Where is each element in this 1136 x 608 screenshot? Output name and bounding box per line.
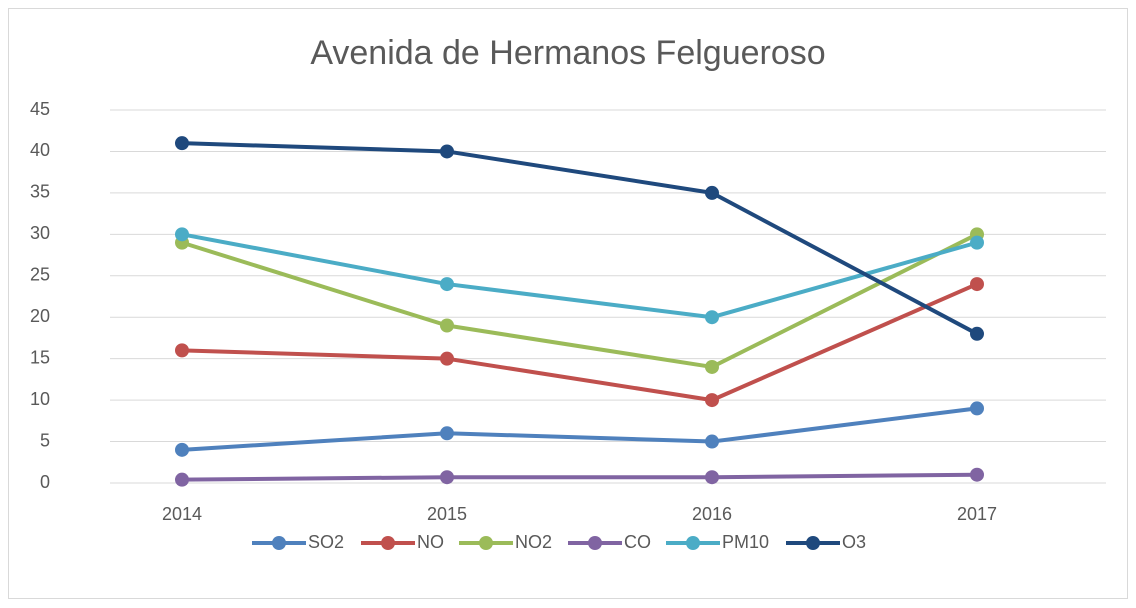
data-point xyxy=(440,318,454,333)
legend-marker xyxy=(479,536,493,550)
data-point xyxy=(175,343,189,358)
data-point xyxy=(175,227,189,242)
data-point xyxy=(970,467,984,482)
series-line xyxy=(181,472,978,482)
y-tick-label: 40 xyxy=(30,140,50,160)
legend-label: CO xyxy=(624,532,651,552)
legend-marker xyxy=(806,536,820,550)
data-point xyxy=(440,426,454,441)
data-point xyxy=(705,470,719,485)
y-tick-label: 35 xyxy=(30,182,50,202)
y-tick-label: 30 xyxy=(30,223,50,243)
series-line xyxy=(181,282,978,403)
series-line xyxy=(181,141,978,336)
data-point xyxy=(440,470,454,485)
series-line xyxy=(181,232,978,320)
x-tick-label: 2016 xyxy=(692,504,732,524)
x-tick-label: 2014 xyxy=(162,504,202,524)
chart-border xyxy=(8,8,1128,599)
y-tick-label: 25 xyxy=(30,265,50,285)
data-point xyxy=(705,310,719,325)
data-point xyxy=(705,393,719,408)
legend-label: PM10 xyxy=(722,532,769,552)
data-point xyxy=(440,351,454,366)
legend-label: O3 xyxy=(842,532,866,552)
x-tick-label: 2017 xyxy=(957,504,997,524)
data-point xyxy=(440,277,454,292)
legend-marker xyxy=(588,536,602,550)
series-line xyxy=(181,232,978,369)
legend-label: NO xyxy=(417,532,444,552)
y-tick-label: 45 xyxy=(30,99,50,119)
data-point xyxy=(970,401,984,416)
y-tick-label: 15 xyxy=(30,347,50,367)
legend-label: NO2 xyxy=(515,532,552,552)
legend-marker xyxy=(686,536,700,550)
data-point xyxy=(705,185,719,200)
data-point xyxy=(175,442,189,457)
x-tick-label: 2015 xyxy=(427,504,467,524)
data-point xyxy=(705,434,719,449)
series-line xyxy=(181,406,978,452)
legend-marker xyxy=(272,536,286,550)
y-tick-label: 20 xyxy=(30,306,50,326)
data-point xyxy=(705,359,719,374)
y-tick-label: 0 xyxy=(40,472,50,492)
y-tick-label: 10 xyxy=(30,389,50,409)
legend-marker xyxy=(381,536,395,550)
data-point xyxy=(440,144,454,159)
data-point xyxy=(175,472,189,487)
data-point xyxy=(970,277,984,292)
data-point xyxy=(970,326,984,341)
data-point xyxy=(970,235,984,250)
data-point xyxy=(175,136,189,151)
y-tick-label: 5 xyxy=(40,430,50,450)
chart-title: Avenida de Hermanos Felgueroso xyxy=(310,34,825,72)
legend-label: SO2 xyxy=(308,532,344,552)
